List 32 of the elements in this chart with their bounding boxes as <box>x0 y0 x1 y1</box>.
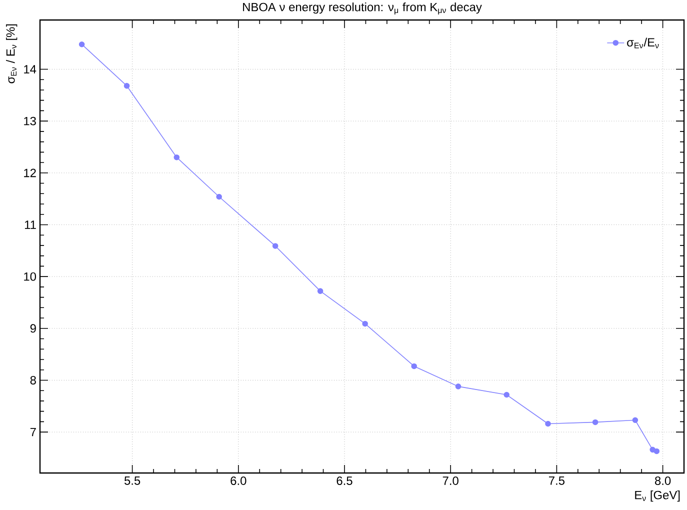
point <box>124 82 130 89</box>
point <box>545 420 551 427</box>
y-tick-label: 11 <box>24 220 36 229</box>
point <box>272 243 278 249</box>
y-axis-title: σ$_{Eν}$ / E$_{ν}$ [%] <box>6 24 18 84</box>
y-tick-label: 9 <box>30 324 36 333</box>
x-tick-label: 7.5 <box>548 476 564 485</box>
point <box>317 288 324 294</box>
point <box>362 320 368 327</box>
legend-label: σ$_{Eν}$/E$_{ν}$ <box>627 38 659 48</box>
x-axis-title: E$_{ν}$ [GeV] <box>635 490 680 502</box>
point <box>654 448 660 454</box>
x-tick-label: 5.5 <box>124 476 140 485</box>
point <box>504 392 510 398</box>
y-tick-label: 7 <box>30 428 36 436</box>
x-tick-label: 7.0 <box>442 476 458 485</box>
point <box>592 419 598 426</box>
x-tick-label: 6.5 <box>336 476 352 485</box>
point <box>78 41 85 48</box>
point <box>455 384 462 390</box>
x-tick-label: 6.0 <box>230 476 246 485</box>
point <box>174 154 180 160</box>
chart-title: NBOA ν energy resolution: ν$_{μ}$ from K$_{μν}$ decay <box>243 2 482 14</box>
point <box>411 363 417 370</box>
point <box>632 417 638 424</box>
y-tick-label: 8 <box>30 376 36 384</box>
y-tick-label: 10 <box>24 272 36 281</box>
y-tick-label: 12 <box>24 168 36 178</box>
y-tick-label: 13 <box>24 116 36 126</box>
point <box>216 194 222 200</box>
x-tick-label: 8.0 <box>654 476 671 485</box>
y-tick-label: 14 <box>24 65 36 74</box>
